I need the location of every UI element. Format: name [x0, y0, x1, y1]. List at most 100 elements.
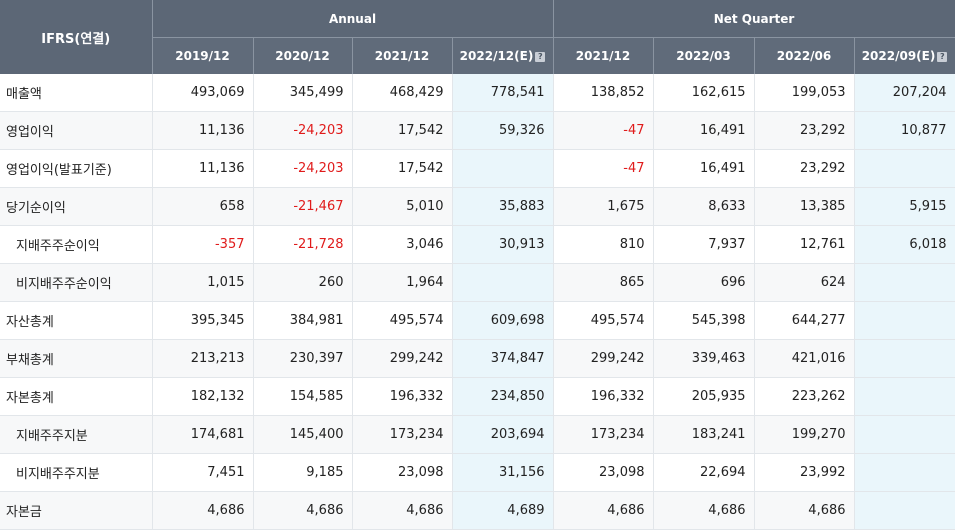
value-cell: 1,964	[352, 263, 453, 302]
table-row: 영업이익 11,136 -24,203 17,542 59,326 -47 16,491 23…	[0, 111, 955, 150]
value-cell: 203,694	[452, 415, 554, 454]
table-row: 지배주주순이익 -357 -21,728 3,046 30,913 810 7,937 12,…	[0, 225, 955, 264]
value-cell: 230,397	[253, 339, 353, 378]
value-cell	[854, 453, 955, 492]
value-cell: -357	[152, 225, 254, 264]
row-label: 지배주주지분	[0, 415, 153, 454]
value-cell: 8,633	[653, 187, 755, 226]
table-row: 비지배주주지분 7,451 9,185 23,098 31,156 23,098 22,69…	[0, 453, 955, 492]
value-cell: 3,046	[352, 225, 453, 264]
value-cell: 205,935	[653, 377, 755, 416]
value-cell: 173,234	[352, 415, 453, 454]
value-cell: 138,852	[553, 74, 654, 112]
value-cell: 16,491	[653, 149, 755, 188]
value-cell: 299,242	[553, 339, 654, 378]
value-cell: 12,761	[754, 225, 855, 264]
table-row: 비지배주주순이익 1,015 260 1,964 865 696 624	[0, 263, 955, 302]
value-cell	[452, 263, 554, 302]
value-cell: 182,132	[152, 377, 254, 416]
value-cell: 162,615	[653, 74, 755, 112]
value-cell: -24,203	[253, 111, 353, 150]
value-cell: 1,675	[553, 187, 654, 226]
net-quarter-header: Net Quarter	[553, 0, 955, 38]
value-cell: 23,292	[754, 111, 855, 150]
row-label: 영업이익	[0, 111, 153, 150]
value-cell: 545,398	[653, 301, 755, 340]
value-cell	[854, 263, 955, 302]
value-cell: 421,016	[754, 339, 855, 378]
ifrs-header: IFRS(연결)	[0, 0, 153, 74]
table-row: 자본금 4,686 4,686 4,686 4,689 4,686 4,686 4,686	[0, 491, 955, 530]
table-row: 매출액 493,069 345,499 468,429 778,541 138,852 16…	[0, 74, 955, 112]
value-cell: 30,913	[452, 225, 554, 264]
period-header: 2019/12	[152, 37, 254, 74]
help-icon[interactable]: ?	[535, 52, 546, 62]
period-header: 2022/09(E)?	[854, 37, 955, 74]
value-cell: 5,915	[854, 187, 955, 226]
value-cell: 10,877	[854, 111, 955, 150]
value-cell: 17,542	[352, 149, 453, 188]
row-label: 자본총계	[0, 377, 153, 416]
value-cell	[854, 377, 955, 416]
row-label: 자본금	[0, 491, 153, 530]
row-label: 지배주주순이익	[0, 225, 153, 264]
value-cell: 4,689	[452, 491, 554, 530]
value-cell: 4,686	[352, 491, 453, 530]
period-label: 2019/12	[175, 49, 230, 63]
value-cell: 4,686	[152, 491, 254, 530]
value-cell: 1,015	[152, 263, 254, 302]
period-label: 2020/12	[275, 49, 330, 63]
value-cell: 9,185	[253, 453, 353, 492]
value-cell: 13,385	[754, 187, 855, 226]
value-cell: 22,694	[653, 453, 755, 492]
period-header: 2022/12(E)?	[452, 37, 554, 74]
value-cell: 234,850	[452, 377, 554, 416]
value-cell: -24,203	[253, 149, 353, 188]
value-cell: 299,242	[352, 339, 453, 378]
value-cell: 5,010	[352, 187, 453, 226]
value-cell: 395,345	[152, 301, 254, 340]
value-cell: 4,686	[253, 491, 353, 530]
value-cell: 23,992	[754, 453, 855, 492]
period-header: 2022/06	[754, 37, 855, 74]
value-cell: 865	[553, 263, 654, 302]
value-cell	[854, 415, 955, 454]
value-cell: 173,234	[553, 415, 654, 454]
value-cell: 468,429	[352, 74, 453, 112]
value-cell: 183,241	[653, 415, 755, 454]
value-cell: 339,463	[653, 339, 755, 378]
value-cell: 196,332	[352, 377, 453, 416]
value-cell: 7,451	[152, 453, 254, 492]
value-cell: 384,981	[253, 301, 353, 340]
period-label: 2022/03	[676, 49, 731, 63]
value-cell: 11,136	[152, 149, 254, 188]
table-row: 부채총계 213,213 230,397 299,242 374,847 299,242 3…	[0, 339, 955, 378]
value-cell	[854, 301, 955, 340]
row-label: 당기순이익	[0, 187, 153, 226]
table-row: 지배주주지분 174,681 145,400 173,234 203,694 173,23…	[0, 415, 955, 454]
value-cell: 35,883	[452, 187, 554, 226]
annual-header: Annual	[152, 0, 554, 38]
table-row: 자산총계 395,345 384,981 495,574 609,698 495,574 5…	[0, 301, 955, 340]
value-cell: 374,847	[452, 339, 554, 378]
help-icon[interactable]: ?	[937, 52, 948, 62]
value-cell: 493,069	[152, 74, 254, 112]
value-cell: 609,698	[452, 301, 554, 340]
value-cell: 4,686	[653, 491, 755, 530]
value-cell	[452, 149, 554, 188]
period-header: 2022/03	[653, 37, 755, 74]
value-cell: 223,262	[754, 377, 855, 416]
row-label: 부채총계	[0, 339, 153, 378]
value-cell: 495,574	[553, 301, 654, 340]
table-row: 당기순이익 658 -21,467 5,010 35,883 1,675 8,633 13,3…	[0, 187, 955, 226]
value-cell: -21,728	[253, 225, 353, 264]
value-cell	[854, 339, 955, 378]
value-cell: 810	[553, 225, 654, 264]
value-cell	[854, 491, 955, 530]
period-label: 2021/12	[575, 49, 631, 63]
table-row: 자본총계 182,132 154,585 196,332 234,850 196,332 2…	[0, 377, 955, 416]
value-cell: 624	[754, 263, 855, 302]
value-cell: 4,686	[754, 491, 855, 530]
period-header: 2021/12	[352, 37, 453, 74]
